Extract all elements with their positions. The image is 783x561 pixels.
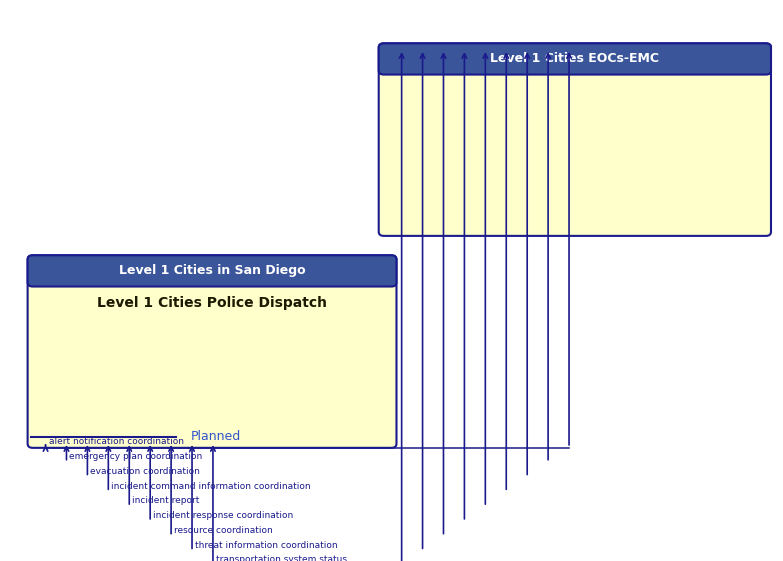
Text: Level 1 Cities in San Diego: Level 1 Cities in San Diego <box>119 264 305 278</box>
FancyBboxPatch shape <box>27 255 396 448</box>
Bar <box>384 64 765 72</box>
Text: resource coordination: resource coordination <box>174 526 272 535</box>
Text: incident response coordination: incident response coordination <box>153 511 294 520</box>
Text: Level 1 Cities EOCs-EMC: Level 1 Cities EOCs-EMC <box>490 53 659 66</box>
Text: alert notification coordination: alert notification coordination <box>49 437 183 446</box>
Text: evacuation coordination: evacuation coordination <box>90 467 200 476</box>
FancyBboxPatch shape <box>27 255 396 287</box>
Text: incident report: incident report <box>132 496 200 505</box>
FancyBboxPatch shape <box>379 43 771 236</box>
Bar <box>34 276 391 284</box>
Text: Planned: Planned <box>191 430 241 443</box>
Text: threat information coordination: threat information coordination <box>195 541 337 550</box>
Text: transportation system status: transportation system status <box>216 555 347 561</box>
Text: incident command information coordination: incident command information coordinatio… <box>111 481 311 490</box>
FancyBboxPatch shape <box>379 43 771 75</box>
Text: emergency plan coordination: emergency plan coordination <box>70 452 203 461</box>
Text: Level 1 Cities Police Dispatch: Level 1 Cities Police Dispatch <box>97 296 327 310</box>
